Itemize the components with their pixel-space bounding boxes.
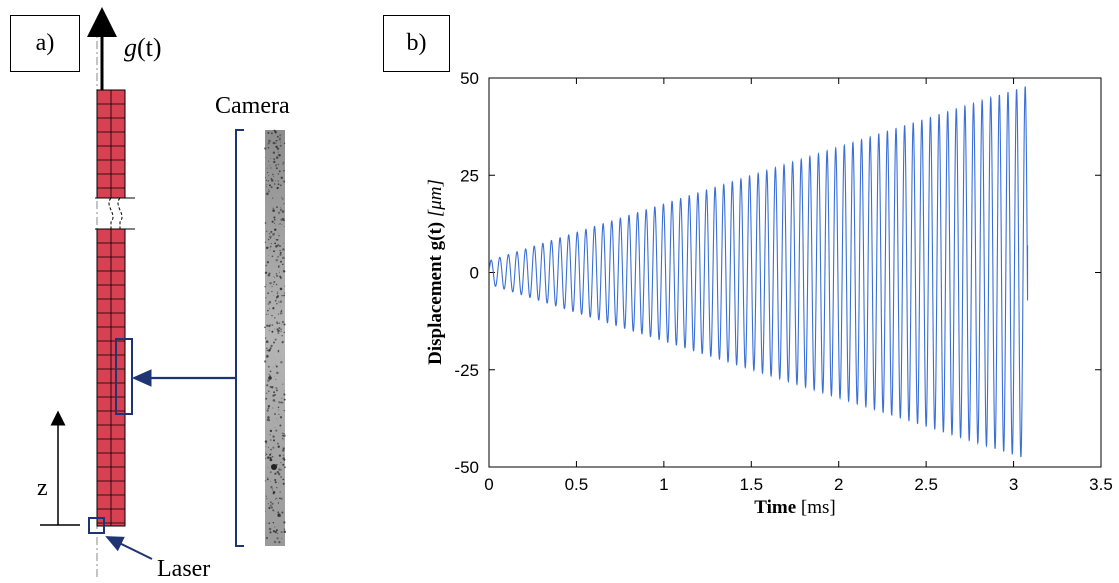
x-tick-label: 1.5 — [739, 475, 763, 494]
specimen-bar-lower — [96, 228, 126, 527]
x-axis-label: Time [ms] — [754, 497, 835, 518]
panel-b-label: b) — [383, 15, 450, 72]
x-tick-label: 3.5 — [1089, 475, 1113, 494]
specimen-schematic: g(t) Camera Laser — [37, 7, 290, 582]
y-tick-label: 0 — [470, 264, 479, 283]
x-axis: 0 0.5 1 1.5 2 2.5 3 3.5 — [484, 78, 1113, 494]
camera-label: Camera — [215, 93, 290, 119]
force-label: g(t) — [124, 33, 162, 62]
laser-arrow — [105, 536, 153, 560]
camera-image — [263, 129, 287, 546]
x-tick-label: 3 — [1009, 475, 1018, 494]
laser-spot — [88, 517, 105, 534]
y-axis-label: Displacement g(t) [μm] — [425, 179, 446, 365]
y-tick-label: 50 — [460, 69, 479, 88]
x-tick-label: 0 — [484, 475, 493, 494]
y-tick-label: 25 — [460, 166, 479, 185]
z-axis-label: z — [37, 475, 48, 501]
x-tick-label: 2.5 — [914, 475, 938, 494]
y-axis: -50 -25 0 25 50 — [454, 69, 1101, 477]
y-tick-label: -50 — [454, 458, 479, 477]
y-tick-label: -25 — [454, 361, 479, 380]
laser-label: Laser — [157, 556, 210, 582]
panel-a-label: a) — [10, 15, 80, 72]
x-tick-label: 1 — [659, 475, 668, 494]
x-tick-label: 0.5 — [565, 475, 589, 494]
specimen-bar-upper — [96, 89, 126, 199]
series-line — [489, 86, 1029, 458]
camera-bracket — [235, 129, 244, 547]
x-tick-label: 2 — [834, 475, 843, 494]
